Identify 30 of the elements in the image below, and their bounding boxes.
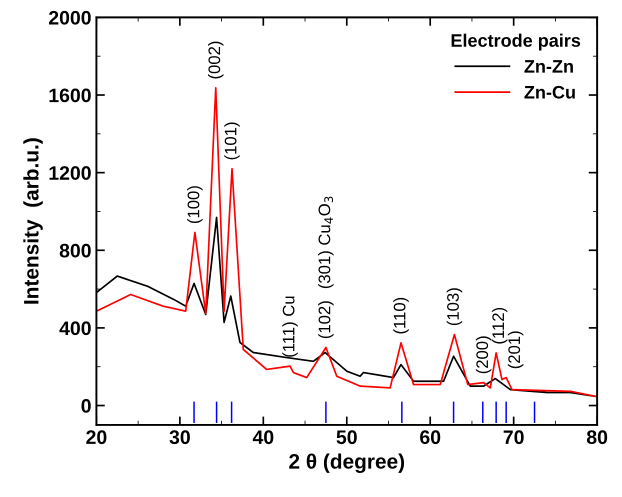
annotation: (200) bbox=[476, 336, 492, 374]
y-tick-label: 2000 bbox=[48, 10, 91, 25]
x-axis-title: 2 θ (degree) bbox=[289, 453, 404, 473]
x-tick-label: 80 bbox=[586, 430, 608, 444]
legend-title: Electrode pairs bbox=[452, 34, 580, 50]
x-tick-label: 30 bbox=[169, 430, 190, 444]
annotation: (101) bbox=[224, 122, 240, 160]
y-tick-label: 1200 bbox=[50, 166, 91, 180]
annotation: (102) bbox=[318, 301, 334, 338]
annotation: (002) bbox=[208, 42, 224, 78]
line-series bbox=[96, 87, 598, 398]
annotation: (103) bbox=[446, 288, 462, 326]
x-tick-label: 60 bbox=[420, 430, 440, 444]
legend-label: Zn-Cu bbox=[524, 86, 575, 99]
x-tick-label: 70 bbox=[504, 430, 524, 444]
x-tick-label: 50 bbox=[336, 430, 357, 444]
x-tick-label: 40 bbox=[252, 430, 274, 444]
x-tick-label: 20 bbox=[86, 430, 106, 444]
annotation: (111) Cu bbox=[282, 296, 298, 357]
annotation: (100) bbox=[187, 186, 203, 224]
y-axis-title: Intensity (arb.u.) bbox=[23, 138, 43, 304]
legend-label: Zn-Zn bbox=[524, 60, 573, 73]
annotation: (110) bbox=[393, 298, 409, 334]
y-tick-label: 400 bbox=[59, 321, 91, 336]
annotation: (201) bbox=[508, 331, 524, 368]
annotation: (112) bbox=[492, 308, 508, 344]
y-tick-label: 0 bbox=[82, 398, 91, 413]
y-tick-label: 1600 bbox=[50, 88, 91, 102]
annotation: (301) Cu$_{4}$O$_{3}$ bbox=[318, 196, 334, 288]
y-tick-label: 800 bbox=[60, 244, 91, 258]
